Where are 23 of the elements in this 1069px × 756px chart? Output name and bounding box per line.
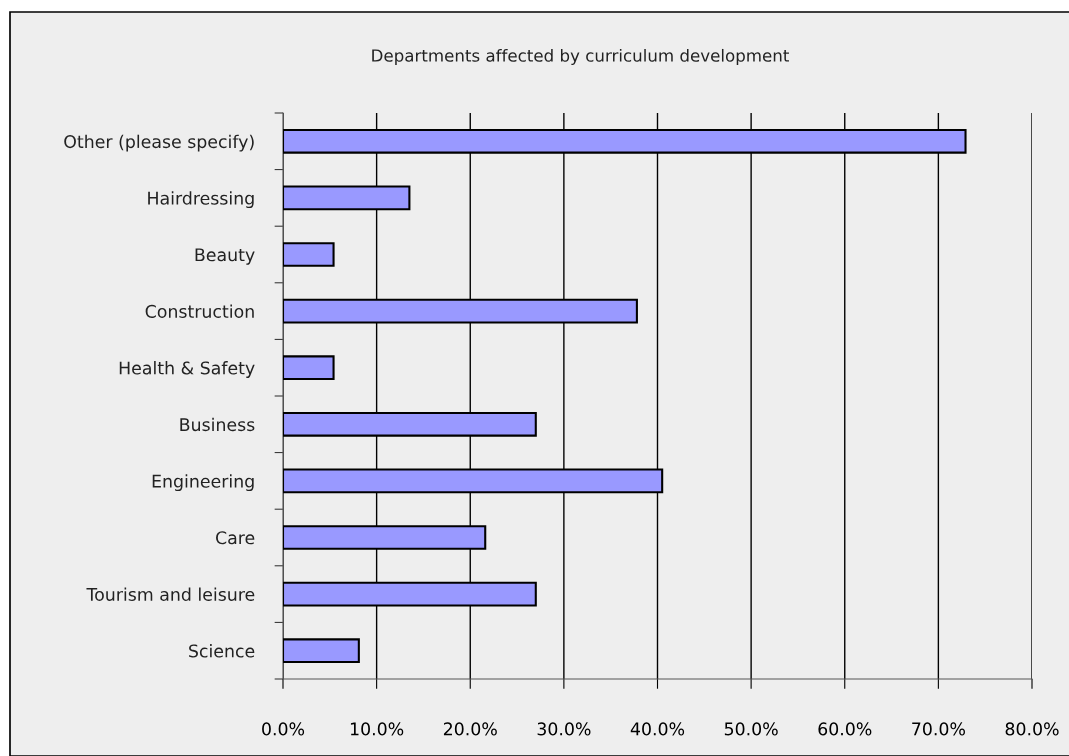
x-tick-label: 20.0% — [443, 722, 497, 736]
bar — [283, 242, 335, 267]
x-tick-label: 30.0% — [537, 722, 591, 736]
x-tick-label: 50.0% — [724, 722, 778, 736]
y-tick-label: Health & Safety — [119, 361, 255, 378]
x-tick-label: 60.0% — [818, 722, 872, 736]
y-tick-label: Hairdressing — [148, 191, 254, 209]
bar — [283, 355, 335, 381]
y-tick-label: Science — [189, 644, 255, 658]
x-tick-label: 0.0% — [262, 722, 305, 736]
chart-title: Departments affected by curriculum development — [372, 48, 789, 66]
y-tick-label: Other (please specify) — [64, 134, 254, 152]
y-tick-label: Care — [216, 531, 255, 545]
x-tick-label: 40.0% — [630, 722, 685, 736]
y-tick-label: Tourism and leisure — [86, 587, 255, 601]
y-tick-label: Engineering — [152, 474, 254, 492]
x-tick-label: 80.0% — [1005, 722, 1059, 736]
y-tick-label: Business — [180, 417, 255, 432]
y-tick-label: Beauty — [195, 248, 255, 265]
x-tick-label: 70.0% — [912, 722, 965, 736]
x-tick-label: 10.0% — [350, 722, 404, 736]
bar — [283, 638, 360, 664]
y-tick-label: Construction — [145, 304, 254, 318]
